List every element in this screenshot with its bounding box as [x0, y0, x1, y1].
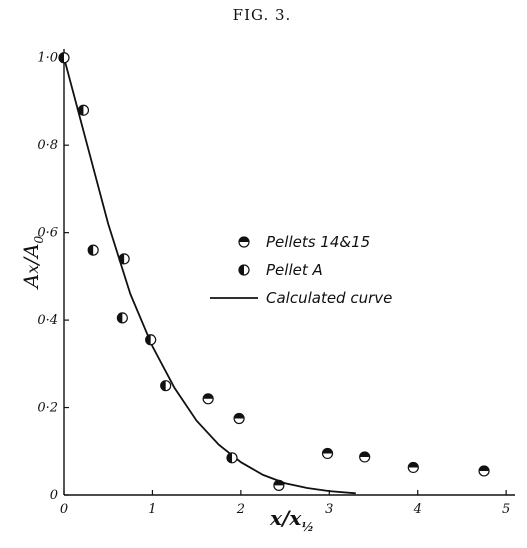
- y-tick-label: 0·8: [37, 138, 58, 153]
- y-tick-label: 0·6: [37, 226, 58, 241]
- legend-label: Pellets 14&15: [266, 233, 370, 251]
- svg-text:Ax/A0: Ax/A0: [19, 235, 46, 290]
- pellets-14-15-point: [233, 412, 245, 425]
- axes: [63, 49, 515, 496]
- pellet-a-point: [58, 52, 70, 64]
- x-axis-label: x/x½: [269, 506, 314, 534]
- calculated-curve-line: [63, 57, 356, 495]
- figure-title: FIG. 3.: [233, 6, 292, 24]
- pellet-a-point: [160, 380, 172, 392]
- pellets-14-15-point: [202, 393, 214, 405]
- pellets-14-15-point: [478, 465, 490, 477]
- pellets-14-15-point: [359, 451, 371, 463]
- y-tick-label: 0·2: [37, 401, 58, 416]
- legend-marker: [238, 264, 250, 276]
- pellet-a-point: [77, 104, 90, 116]
- pellets-14-15-point: [321, 447, 334, 460]
- calculated-curve-layer: [63, 57, 356, 495]
- y-tick-label: 0·4: [37, 313, 58, 328]
- pellets-14-15-point: [407, 461, 419, 474]
- y-axis-label: Ax/A0: [19, 235, 46, 290]
- svg-text:x/x½: x/x½: [269, 506, 314, 534]
- legend: Pellets 14&15 Pellet A Calculated curve: [210, 233, 392, 307]
- x-tick-label: 5: [502, 502, 510, 517]
- legend-label: Pellet A: [266, 261, 323, 279]
- x-tick-label: 1: [148, 502, 156, 517]
- x-tick-label: 0: [60, 502, 68, 517]
- y-tick-label: 1·0: [37, 51, 58, 66]
- x-tick-label: 2: [236, 502, 245, 517]
- legend-label: Calculated curve: [266, 289, 392, 307]
- data-points-layer: [58, 52, 490, 491]
- x-tick-label: 3: [325, 502, 333, 517]
- legend-item: Pellet A: [238, 261, 323, 279]
- legend-item: Calculated curve: [210, 289, 392, 307]
- pellets-14-15-point: [273, 479, 285, 491]
- y-tick-label: 0: [50, 488, 58, 503]
- pellet-a-point: [226, 452, 238, 464]
- pellet-a-point: [87, 244, 99, 256]
- x-tick-label: 4: [413, 502, 422, 517]
- legend-marker: [238, 236, 250, 248]
- pellet-a-point: [118, 253, 130, 265]
- pellet-a-point: [116, 312, 128, 324]
- pellet-a-point: [145, 334, 157, 346]
- legend-item: Pellets 14&15: [238, 233, 370, 251]
- x-ticks: 0 1 2 3 4 5: [60, 490, 510, 517]
